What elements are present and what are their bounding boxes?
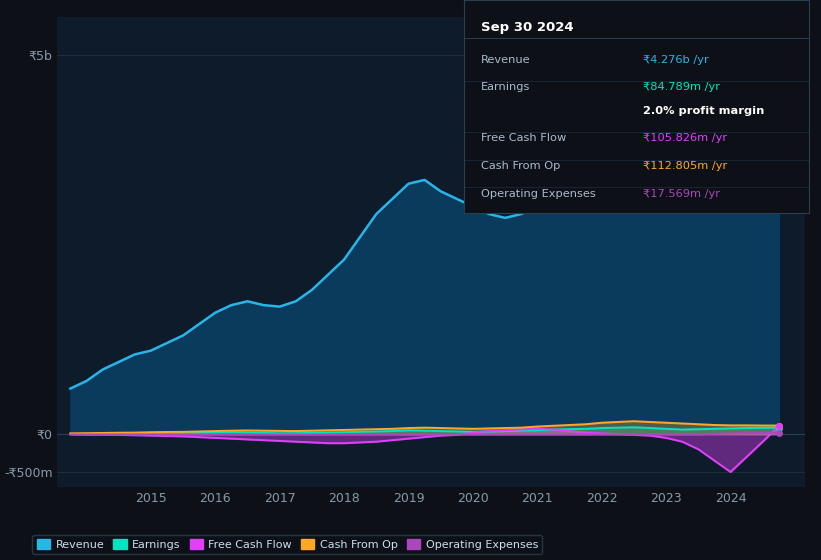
Text: ₹17.569m /yr: ₹17.569m /yr bbox=[643, 189, 720, 199]
Text: ₹112.805m /yr: ₹112.805m /yr bbox=[643, 161, 727, 171]
Text: ₹4.276b /yr: ₹4.276b /yr bbox=[643, 54, 709, 64]
Text: Free Cash Flow: Free Cash Flow bbox=[481, 133, 566, 143]
Text: Earnings: Earnings bbox=[481, 82, 530, 92]
Text: ₹105.826m /yr: ₹105.826m /yr bbox=[643, 133, 727, 143]
Legend: Revenue, Earnings, Free Cash Flow, Cash From Op, Operating Expenses: Revenue, Earnings, Free Cash Flow, Cash … bbox=[32, 535, 543, 554]
Text: Cash From Op: Cash From Op bbox=[481, 161, 561, 171]
Text: ₹84.789m /yr: ₹84.789m /yr bbox=[643, 82, 720, 92]
Text: 2.0% profit margin: 2.0% profit margin bbox=[643, 106, 764, 116]
Text: Sep 30 2024: Sep 30 2024 bbox=[481, 21, 574, 34]
Text: Operating Expenses: Operating Expenses bbox=[481, 189, 596, 199]
Text: Revenue: Revenue bbox=[481, 54, 530, 64]
